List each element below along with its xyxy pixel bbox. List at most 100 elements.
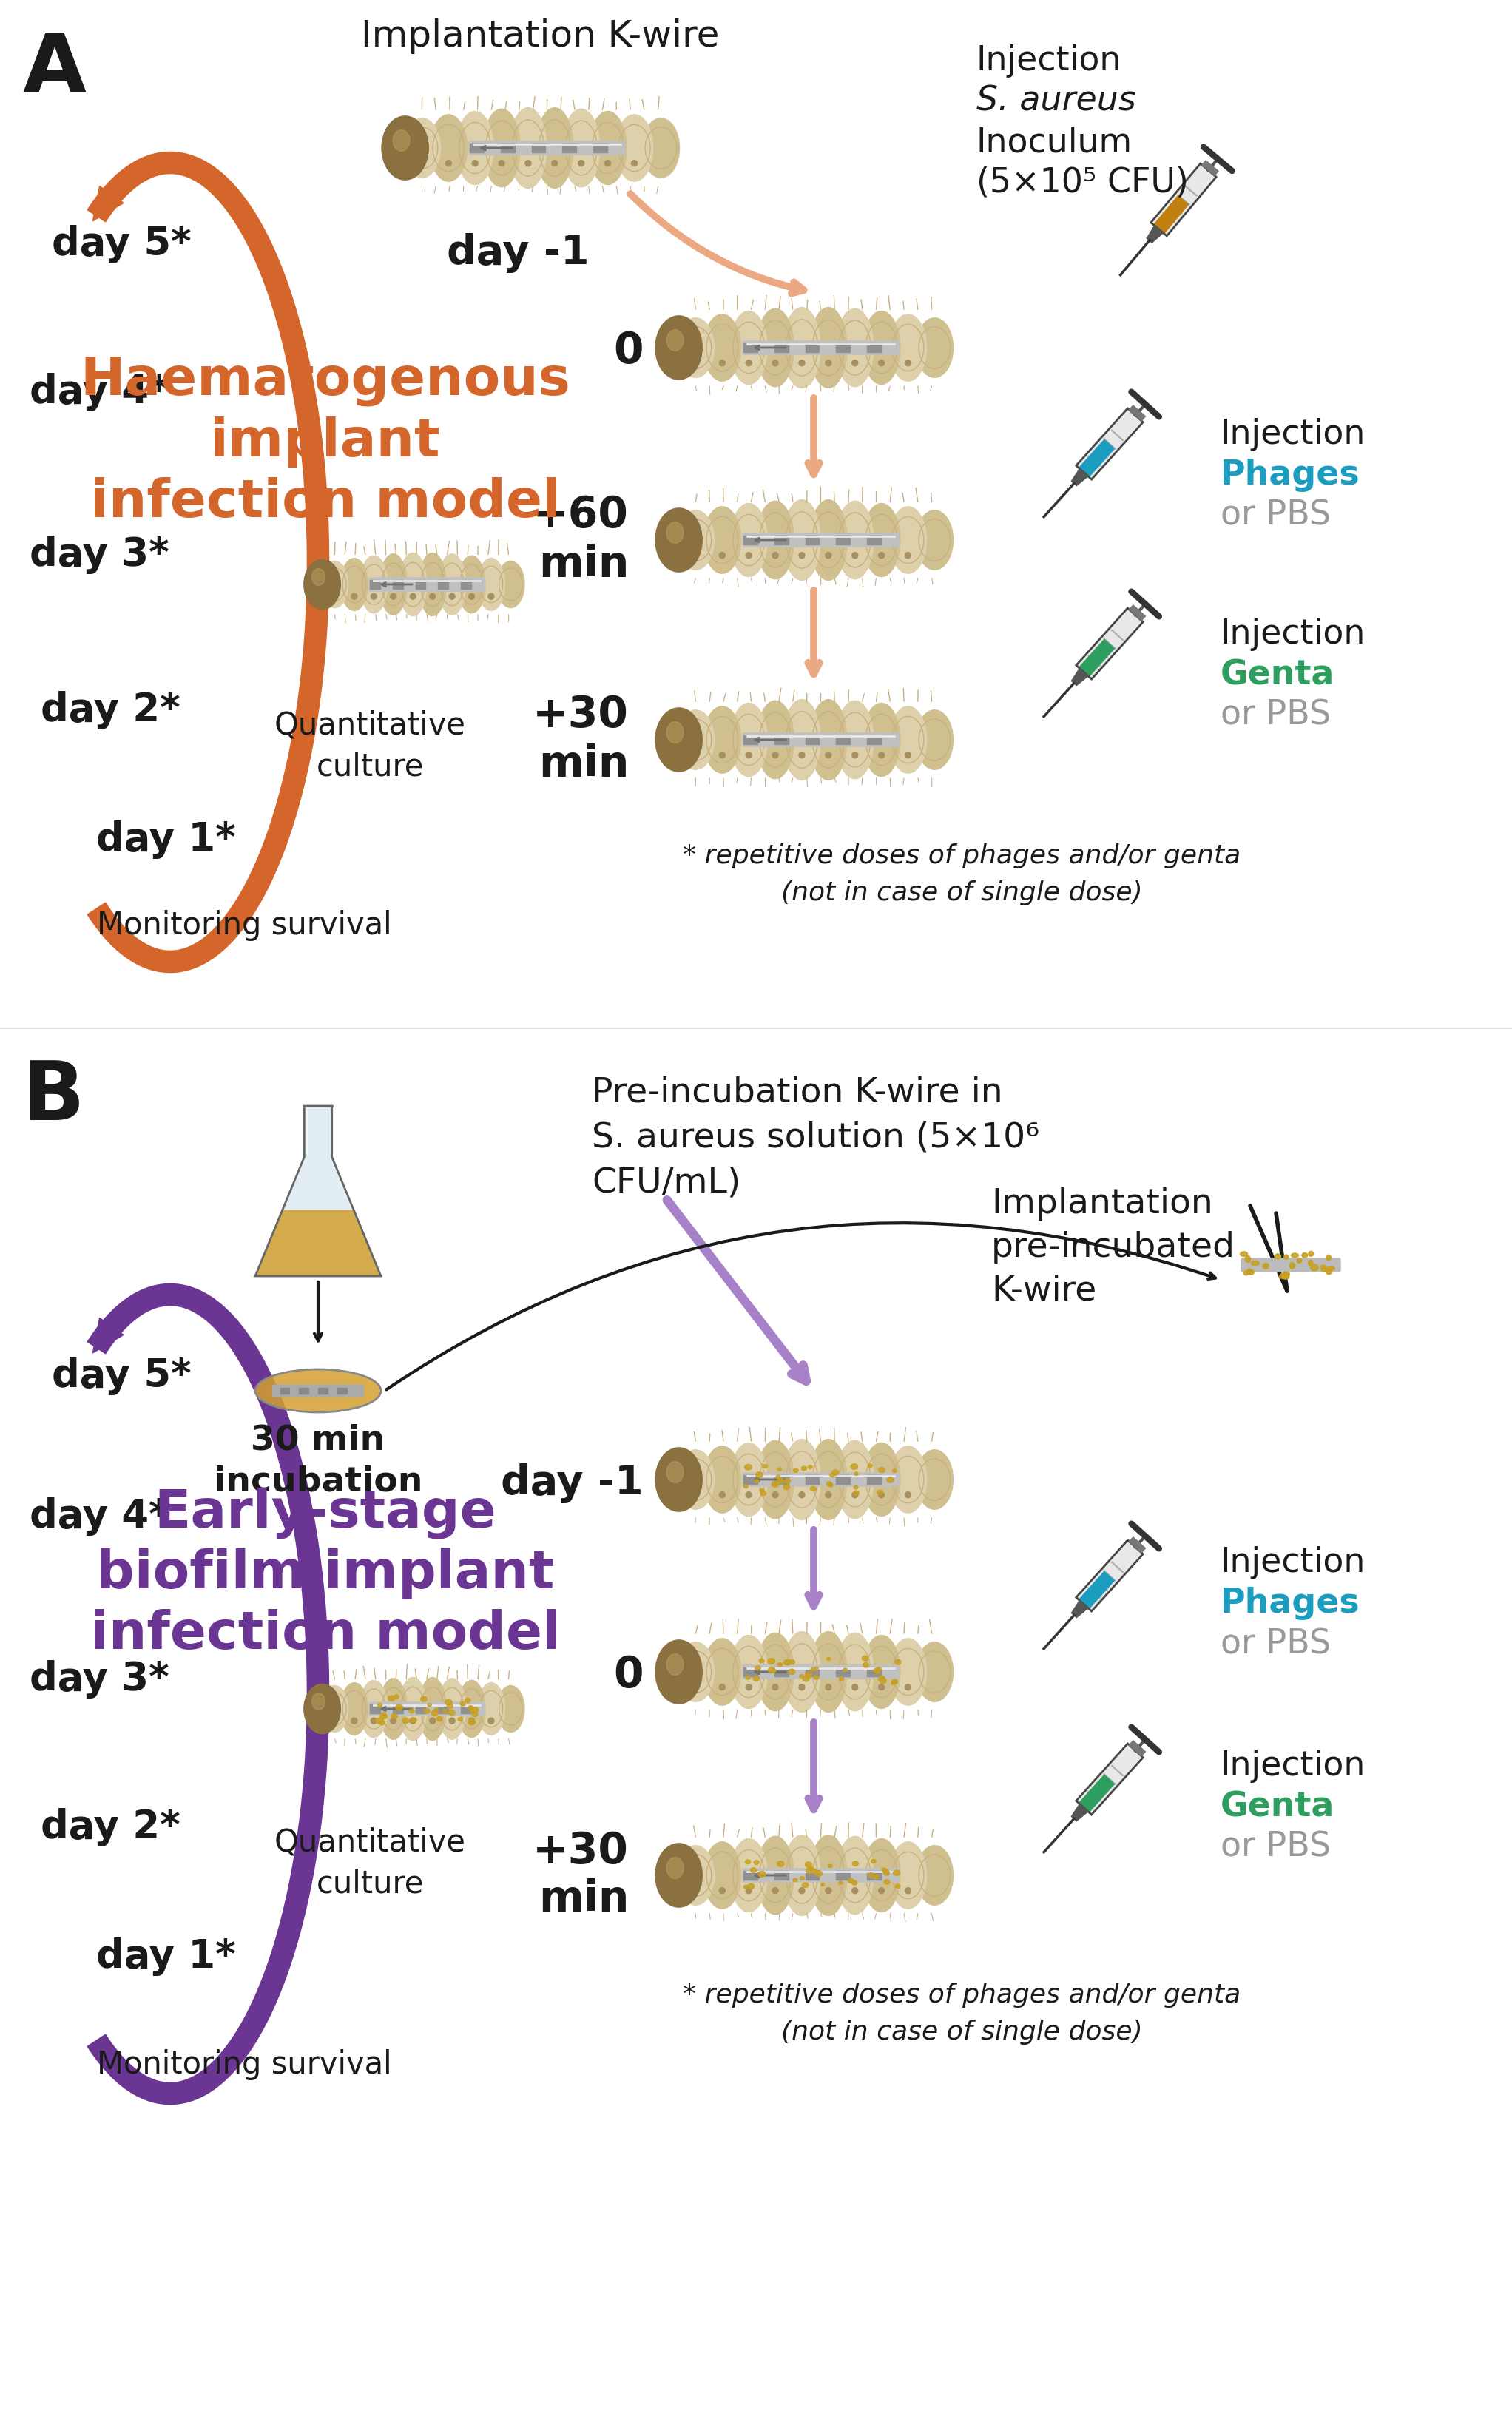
- Polygon shape: [1072, 1601, 1089, 1618]
- Ellipse shape: [871, 1860, 875, 1863]
- Ellipse shape: [419, 552, 446, 615]
- Polygon shape: [1078, 438, 1114, 477]
- Circle shape: [390, 1717, 396, 1724]
- Ellipse shape: [1263, 1264, 1269, 1269]
- Circle shape: [449, 593, 455, 598]
- Ellipse shape: [393, 131, 410, 150]
- Ellipse shape: [806, 1867, 812, 1872]
- Polygon shape: [1146, 225, 1163, 242]
- Ellipse shape: [396, 1705, 402, 1710]
- Text: Injection: Injection: [1220, 618, 1365, 652]
- Ellipse shape: [761, 1492, 767, 1497]
- Ellipse shape: [655, 1843, 702, 1906]
- Ellipse shape: [895, 1659, 901, 1664]
- Polygon shape: [1072, 467, 1089, 487]
- Ellipse shape: [1302, 1252, 1308, 1257]
- Ellipse shape: [756, 700, 794, 780]
- Polygon shape: [1077, 409, 1143, 480]
- Circle shape: [720, 1492, 726, 1497]
- Ellipse shape: [777, 1661, 782, 1666]
- Circle shape: [370, 593, 376, 598]
- Ellipse shape: [851, 1879, 857, 1884]
- Ellipse shape: [1308, 1259, 1312, 1267]
- Ellipse shape: [428, 1703, 431, 1708]
- Ellipse shape: [340, 557, 367, 610]
- Ellipse shape: [862, 1657, 868, 1661]
- Circle shape: [720, 361, 726, 366]
- Ellipse shape: [783, 1836, 821, 1916]
- Bar: [299, 1388, 308, 1393]
- Ellipse shape: [916, 1846, 953, 1906]
- Bar: [532, 143, 546, 153]
- Bar: [461, 579, 472, 589]
- Bar: [744, 1475, 758, 1485]
- Bar: [866, 535, 881, 545]
- Circle shape: [798, 753, 804, 758]
- Ellipse shape: [381, 1712, 386, 1715]
- Ellipse shape: [703, 1637, 741, 1705]
- Ellipse shape: [703, 707, 741, 773]
- Ellipse shape: [810, 700, 847, 780]
- Circle shape: [798, 1887, 804, 1894]
- Text: Implantation K-wire: Implantation K-wire: [361, 19, 720, 53]
- Ellipse shape: [378, 1703, 383, 1708]
- Circle shape: [906, 1887, 912, 1894]
- FancyBboxPatch shape: [742, 734, 898, 746]
- Ellipse shape: [537, 107, 573, 189]
- Ellipse shape: [457, 111, 493, 184]
- Polygon shape: [1072, 1804, 1089, 1821]
- Ellipse shape: [801, 1465, 806, 1470]
- Circle shape: [410, 1717, 416, 1724]
- FancyBboxPatch shape: [742, 1666, 898, 1678]
- Ellipse shape: [667, 1858, 683, 1879]
- Text: or PBS: or PBS: [1220, 1628, 1331, 1661]
- Ellipse shape: [806, 1674, 810, 1678]
- Bar: [416, 579, 426, 589]
- Circle shape: [851, 1887, 857, 1894]
- Text: A: A: [23, 29, 86, 109]
- Text: Phages: Phages: [1220, 1586, 1361, 1620]
- Ellipse shape: [756, 501, 794, 579]
- Ellipse shape: [1328, 1267, 1335, 1272]
- Ellipse shape: [777, 1477, 785, 1485]
- Ellipse shape: [813, 1676, 820, 1678]
- Bar: [500, 143, 514, 153]
- Ellipse shape: [745, 1465, 751, 1470]
- Ellipse shape: [744, 1884, 748, 1889]
- Ellipse shape: [1284, 1272, 1290, 1276]
- Ellipse shape: [420, 1695, 426, 1703]
- Circle shape: [773, 1887, 779, 1894]
- Ellipse shape: [892, 1681, 895, 1686]
- Circle shape: [552, 160, 558, 167]
- Text: S. aureus: S. aureus: [977, 85, 1136, 119]
- Circle shape: [745, 361, 751, 366]
- Ellipse shape: [851, 1463, 857, 1470]
- Ellipse shape: [881, 1867, 886, 1872]
- Bar: [744, 1666, 758, 1676]
- Ellipse shape: [812, 1870, 818, 1875]
- Text: 30 min
incubation: 30 min incubation: [213, 1424, 422, 1499]
- Ellipse shape: [399, 552, 426, 615]
- Circle shape: [798, 1683, 804, 1691]
- Ellipse shape: [878, 1676, 885, 1681]
- Circle shape: [525, 160, 531, 167]
- Ellipse shape: [460, 1703, 466, 1705]
- Ellipse shape: [1321, 1267, 1329, 1272]
- Circle shape: [773, 753, 779, 758]
- Bar: [836, 344, 850, 351]
- Ellipse shape: [883, 1870, 889, 1875]
- Ellipse shape: [821, 1882, 824, 1887]
- Text: Implantation
pre-incubated
K-wire: Implantation pre-incubated K-wire: [992, 1187, 1235, 1308]
- Polygon shape: [1078, 1572, 1114, 1608]
- Ellipse shape: [730, 504, 767, 576]
- Ellipse shape: [827, 1482, 832, 1487]
- Ellipse shape: [844, 1669, 847, 1671]
- Ellipse shape: [655, 315, 702, 380]
- Ellipse shape: [443, 1710, 448, 1712]
- Bar: [370, 1705, 380, 1712]
- Ellipse shape: [863, 1661, 869, 1666]
- Ellipse shape: [667, 722, 683, 744]
- Ellipse shape: [807, 1465, 812, 1468]
- Polygon shape: [1077, 608, 1143, 678]
- Circle shape: [878, 361, 885, 366]
